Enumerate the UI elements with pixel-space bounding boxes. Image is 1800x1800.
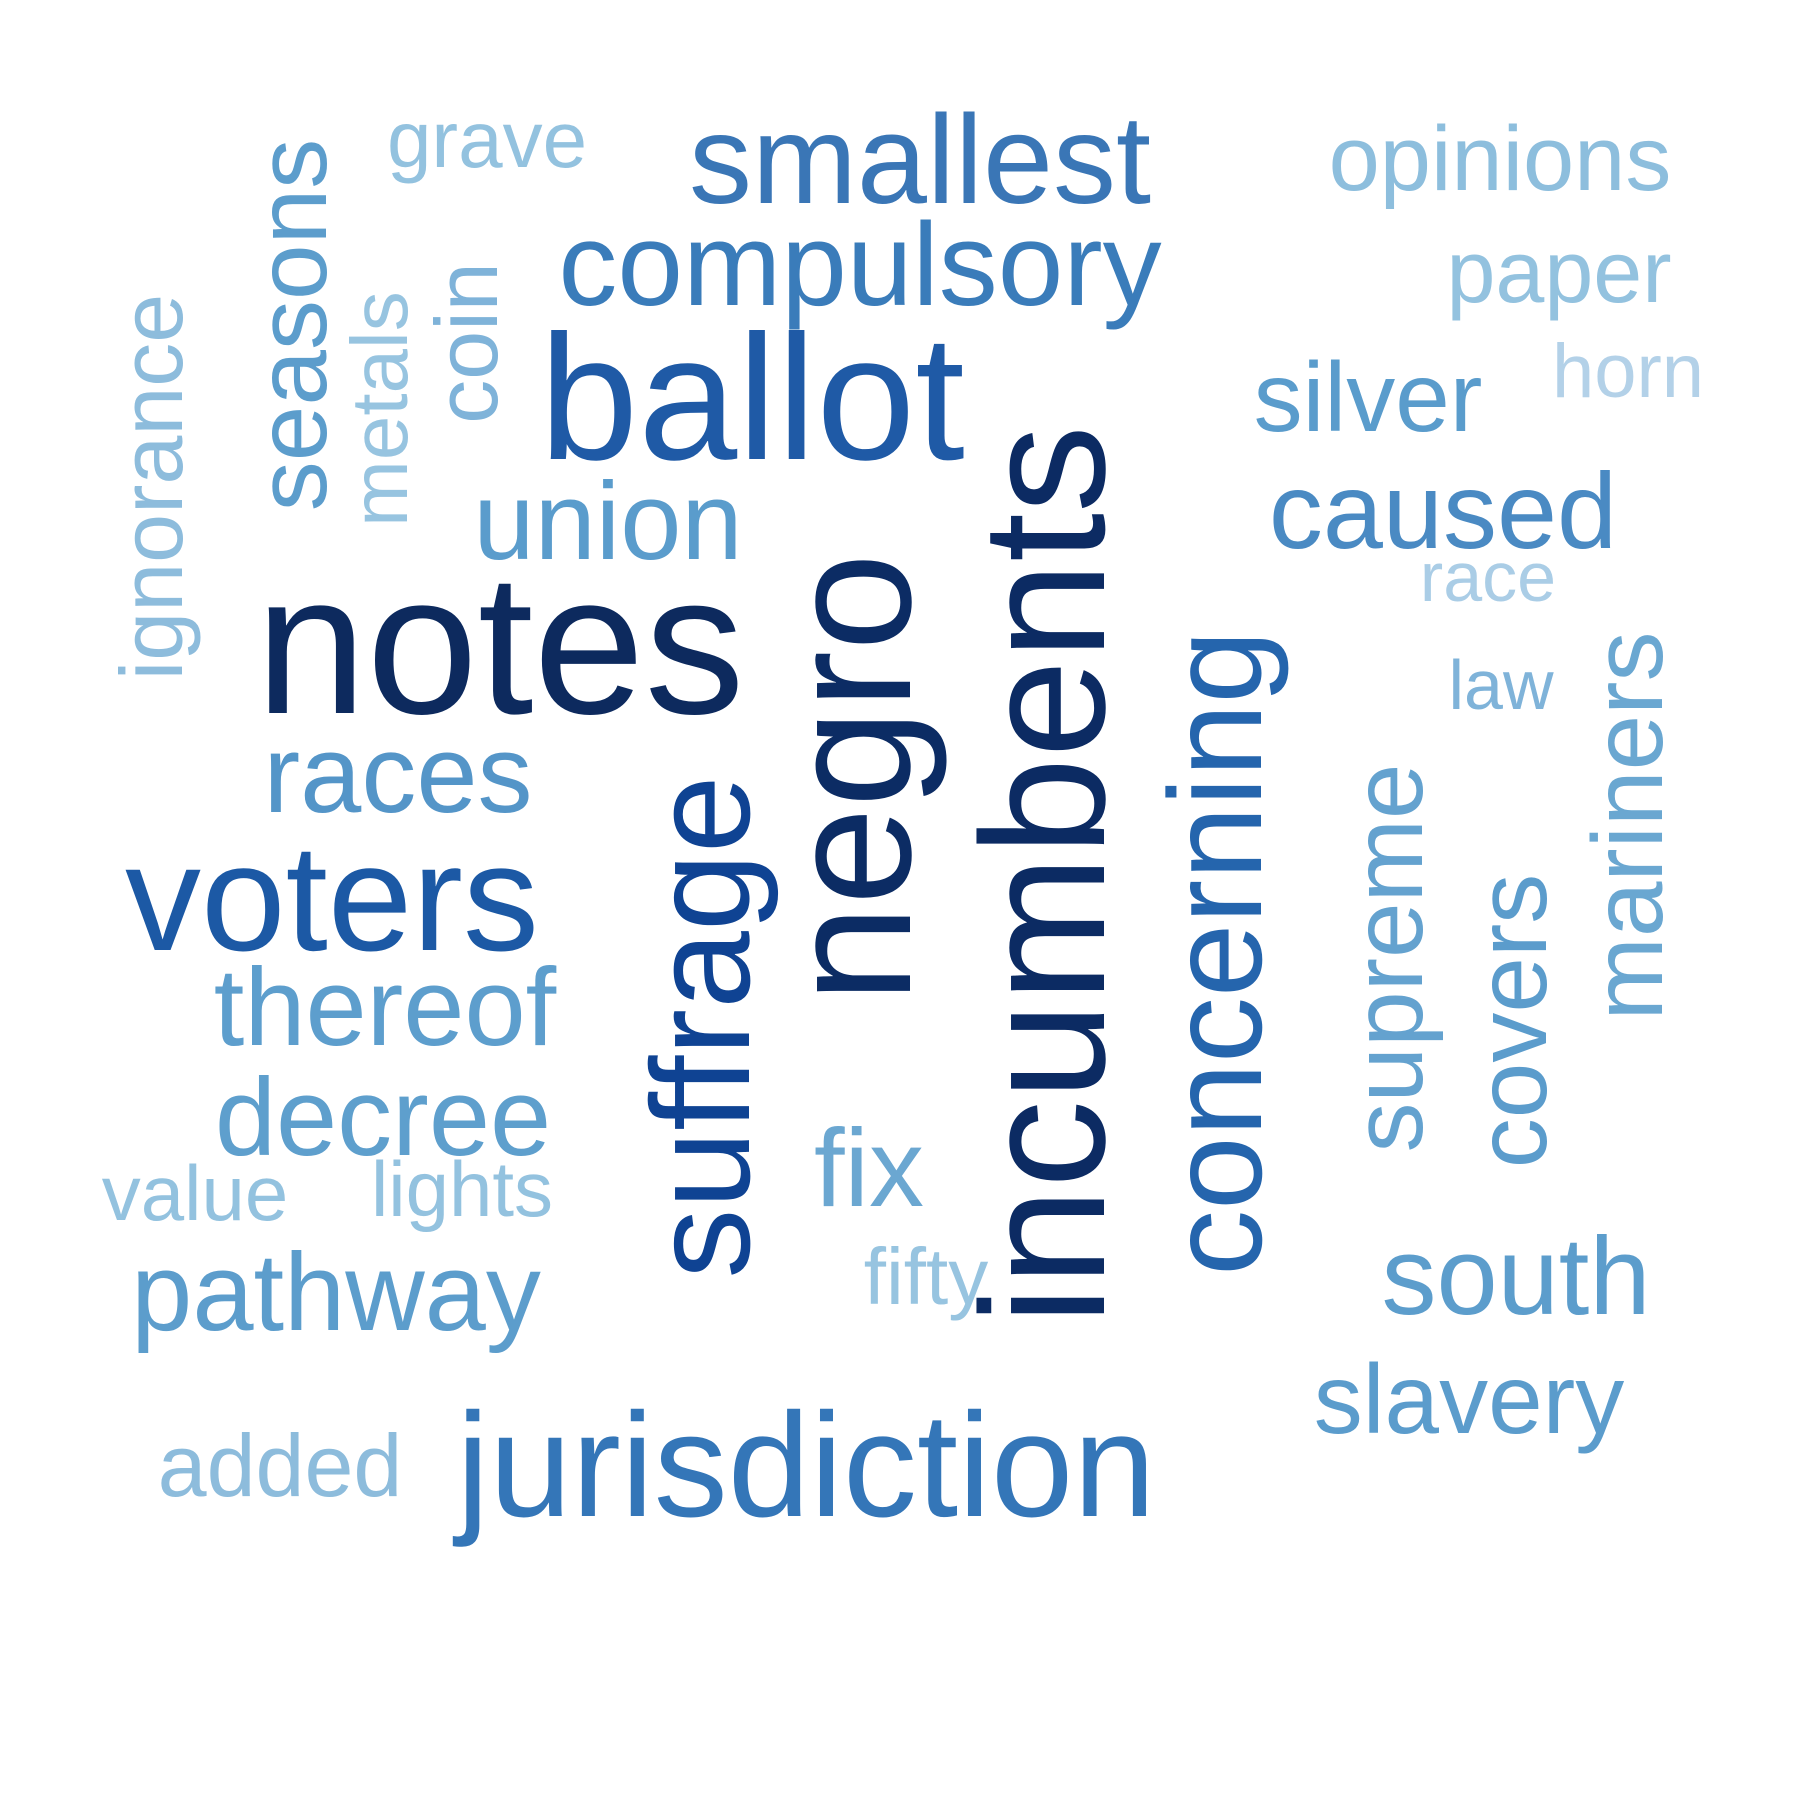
word-race: race: [1419, 538, 1557, 616]
word-coin: coin: [417, 262, 516, 424]
word-union: union: [473, 460, 743, 583]
word-concerning: concerning: [1142, 630, 1289, 1276]
word-decree: decree: [214, 1056, 552, 1179]
word-horn: horn: [1551, 329, 1705, 414]
word-grave: grave: [386, 95, 588, 184]
word-value: value: [101, 1149, 289, 1237]
word-pathway: pathway: [131, 1231, 541, 1354]
word-opinions: opinions: [1328, 108, 1672, 210]
word-caused: caused: [1268, 450, 1618, 571]
word-smallest: smallest: [688, 89, 1152, 230]
word-paper: paper: [1446, 222, 1672, 321]
word-metals: metals: [335, 291, 424, 527]
word-ignorance: ignorance: [102, 293, 201, 681]
word-ballot: ballot: [539, 298, 965, 497]
word-added: added: [157, 1416, 403, 1515]
word-compulsory: compulsory: [558, 199, 1162, 331]
word-voters: voters: [125, 813, 539, 983]
word-jurisdiction: jurisdiction: [456, 1383, 1156, 1548]
word-negro: negro: [752, 552, 948, 1004]
word-south: south: [1381, 1215, 1651, 1338]
word-fifty: fifty: [863, 1232, 989, 1321]
word-seasons: seasons: [236, 138, 348, 512]
word-incumbents: incumbents: [946, 424, 1142, 1326]
word-covers: covers: [1456, 873, 1568, 1169]
word-mariners: mariners: [1572, 631, 1684, 1021]
word-races: races: [263, 713, 533, 836]
word-law: law: [1448, 646, 1554, 724]
word-supreme: supreme: [1332, 763, 1444, 1153]
word-silver: silver: [1253, 342, 1483, 452]
word-notes: notes: [255, 533, 745, 756]
word-lights: lights: [370, 1145, 554, 1233]
word-suffrage: suffrage: [622, 775, 779, 1279]
word-fix: fix: [814, 1107, 924, 1230]
word-thereof: thereof: [213, 946, 557, 1069]
word-slavery: slavery: [1313, 1344, 1625, 1454]
